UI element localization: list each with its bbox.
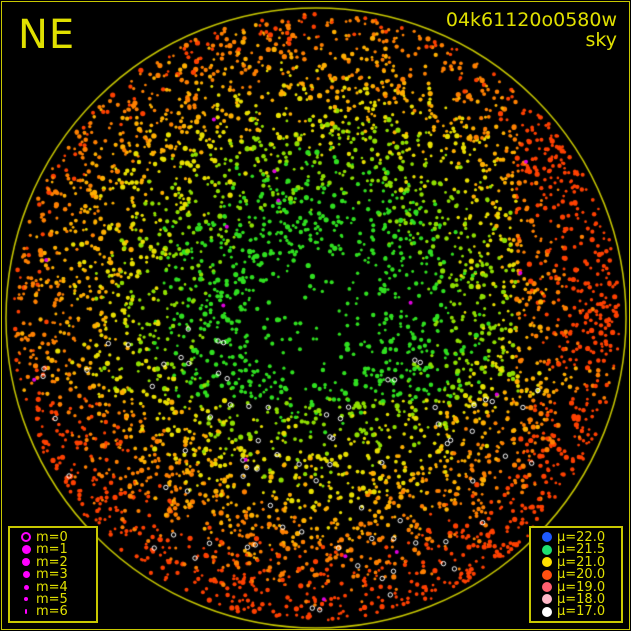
- brightness-legend-item: μ=22.0: [537, 529, 615, 545]
- direction-label: NE: [18, 12, 76, 58]
- magnitude-legend-item: m=6: [16, 604, 90, 620]
- frame-id: 04k61120o0580w: [445, 9, 617, 31]
- brightness-legend: μ=22.0 μ=21.5 μ=21.0 μ=20.0 μ=19.0 μ=18.0 μ=17…: [529, 526, 623, 623]
- brightness-legend-item: μ=21.5: [537, 542, 615, 558]
- magnitude-label: m=4: [36, 579, 68, 595]
- magnitude-label: m=3: [36, 567, 68, 583]
- brightness-label: μ=18.0: [557, 591, 606, 607]
- mode-label: sky: [585, 29, 617, 51]
- magnitude-symbol: [16, 558, 36, 567]
- magnitude-legend-item: m=1: [16, 542, 90, 558]
- frame-info: 04k61120o0580w sky: [446, 10, 617, 50]
- brightness-legend-item: μ=19.0: [537, 579, 615, 595]
- magnitude-symbol: [16, 571, 36, 579]
- magnitude-symbol: [16, 584, 36, 590]
- brightness-legend-item: μ=20.0: [537, 567, 615, 583]
- brightness-label: μ=21.0: [557, 554, 606, 570]
- magnitude-legend-item: m=2: [16, 554, 90, 570]
- brightness-swatch: [537, 569, 557, 580]
- magnitude-label: m=6: [36, 604, 68, 620]
- brightness-swatch: [537, 557, 557, 568]
- brightness-label: μ=21.5: [557, 542, 606, 558]
- magnitude-legend-item: m=0: [16, 529, 90, 545]
- brightness-swatch: [537, 582, 557, 593]
- brightness-label: μ=22.0: [557, 529, 606, 545]
- magnitude-legend: m=0 m=1 m=2 m=3 m=4 m=5 m=6: [8, 526, 98, 623]
- magnitude-legend-item: m=5: [16, 591, 90, 607]
- brightness-swatch: [537, 544, 557, 555]
- brightness-legend-item: μ=18.0: [537, 591, 615, 607]
- magnitude-symbol: [16, 545, 36, 555]
- magnitude-symbol: [16, 609, 36, 615]
- brightness-legend-item: μ=17.0: [537, 604, 615, 620]
- magnitude-legend-item: m=3: [16, 567, 90, 583]
- brightness-swatch: [537, 594, 557, 605]
- magnitude-label: m=1: [36, 542, 68, 558]
- brightness-legend-item: μ=21.0: [537, 554, 615, 570]
- magnitude-label: m=2: [36, 554, 68, 570]
- magnitude-label: m=0: [36, 529, 68, 545]
- magnitude-symbol: [16, 532, 36, 543]
- brightness-label: μ=19.0: [557, 579, 606, 595]
- magnitude-legend-item: m=4: [16, 579, 90, 595]
- brightness-label: μ=20.0: [557, 567, 606, 583]
- brightness-swatch: [537, 532, 557, 543]
- brightness-swatch: [537, 606, 557, 617]
- magnitude-symbol: [16, 597, 36, 602]
- magnitude-label: m=5: [36, 591, 68, 607]
- brightness-label: μ=17.0: [557, 604, 606, 620]
